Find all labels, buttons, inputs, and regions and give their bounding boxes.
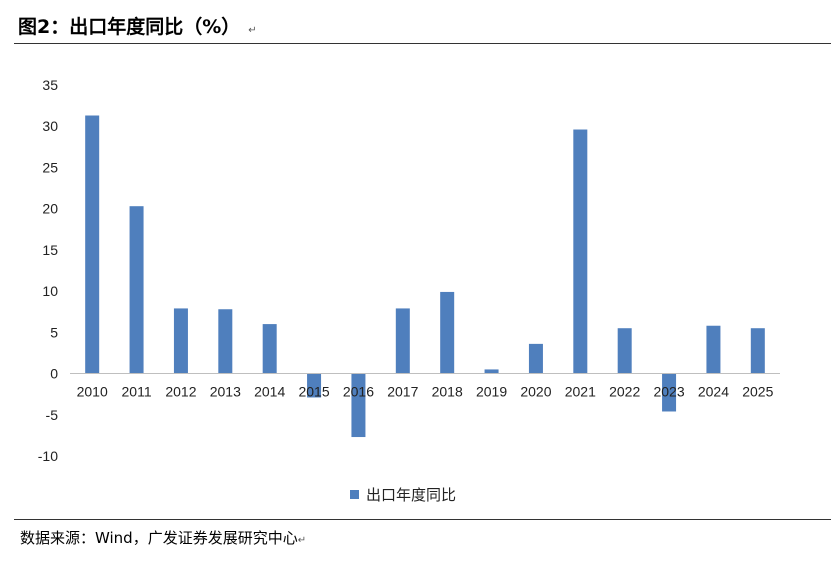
x-tick-label: 2011 xyxy=(122,384,152,400)
bottom-rule xyxy=(14,519,831,520)
figure-title-text: 图2：出口年度同比（%） xyxy=(18,16,241,38)
y-tick-label: 35 xyxy=(42,77,58,93)
y-tick-label: -10 xyxy=(38,448,58,464)
x-tick-label: 2017 xyxy=(387,384,418,400)
x-tick-label: 2021 xyxy=(565,384,596,400)
y-tick-label: 0 xyxy=(50,366,58,382)
paragraph-mark-icon: ↵ xyxy=(248,25,257,36)
y-tick-label: 25 xyxy=(42,159,58,175)
figure-title: 图2：出口年度同比（%） ↵ xyxy=(18,12,257,39)
bar-2017 xyxy=(395,308,410,374)
legend-label: 出口年度同比 xyxy=(366,486,456,504)
x-tick-label: 2012 xyxy=(165,384,196,400)
bar-2012 xyxy=(173,308,188,374)
y-tick-label: 5 xyxy=(50,324,58,340)
x-tick-label: 2023 xyxy=(653,384,684,400)
x-tick-label: 2022 xyxy=(609,384,640,400)
bar-2019 xyxy=(484,369,499,374)
source-note: 数据来源：Wind，广发证券发展研究中心↵ xyxy=(20,527,306,548)
bar-2022 xyxy=(617,328,632,374)
x-tick-label: 2014 xyxy=(254,384,285,400)
paragraph-mark-icon: ↵ xyxy=(297,535,307,546)
x-tick-label: 2019 xyxy=(476,384,507,400)
bar-2023 xyxy=(662,373,677,412)
x-tick-label: 2013 xyxy=(210,384,241,400)
y-tick-label: 30 xyxy=(42,118,58,134)
source-text: 数据来源：Wind，广发证券发展研究中心 xyxy=(20,529,298,547)
bar-2020 xyxy=(528,343,543,374)
bar-2016 xyxy=(351,373,366,438)
bar-2018 xyxy=(440,291,455,374)
bar-2025 xyxy=(750,328,765,374)
bars xyxy=(85,115,765,438)
x-tick-label: 2020 xyxy=(520,384,551,400)
x-tick-label: 2018 xyxy=(432,384,463,400)
legend-swatch xyxy=(350,490,359,499)
top-rule xyxy=(14,43,831,44)
x-tick-label: 2025 xyxy=(742,384,773,400)
x-tick-label: 2015 xyxy=(298,384,329,400)
x-axis-ticks: 2010 2011 2012 2013 2014 2015 2016 2017 2018 2019… xyxy=(77,384,774,400)
bar-2015 xyxy=(307,373,322,398)
bar-2021 xyxy=(573,129,588,374)
x-tick-label: 2010 xyxy=(77,384,108,400)
y-tick-label: 15 xyxy=(42,242,58,258)
bar-2010 xyxy=(85,115,100,374)
bar-2011 xyxy=(129,206,144,374)
y-tick-label: -5 xyxy=(46,407,59,423)
bar-2013 xyxy=(218,309,233,374)
x-tick-label: 2024 xyxy=(698,384,729,400)
y-tick-label: 20 xyxy=(42,201,58,217)
bar-2024 xyxy=(706,325,721,374)
bar-2014 xyxy=(262,324,277,374)
y-tick-label: 10 xyxy=(42,283,58,299)
y-axis-ticks: 35 30 25 20 15 10 5 0 -5 -10 xyxy=(38,77,58,464)
x-tick-label: 2016 xyxy=(343,384,374,400)
legend: 出口年度同比 xyxy=(350,486,456,504)
